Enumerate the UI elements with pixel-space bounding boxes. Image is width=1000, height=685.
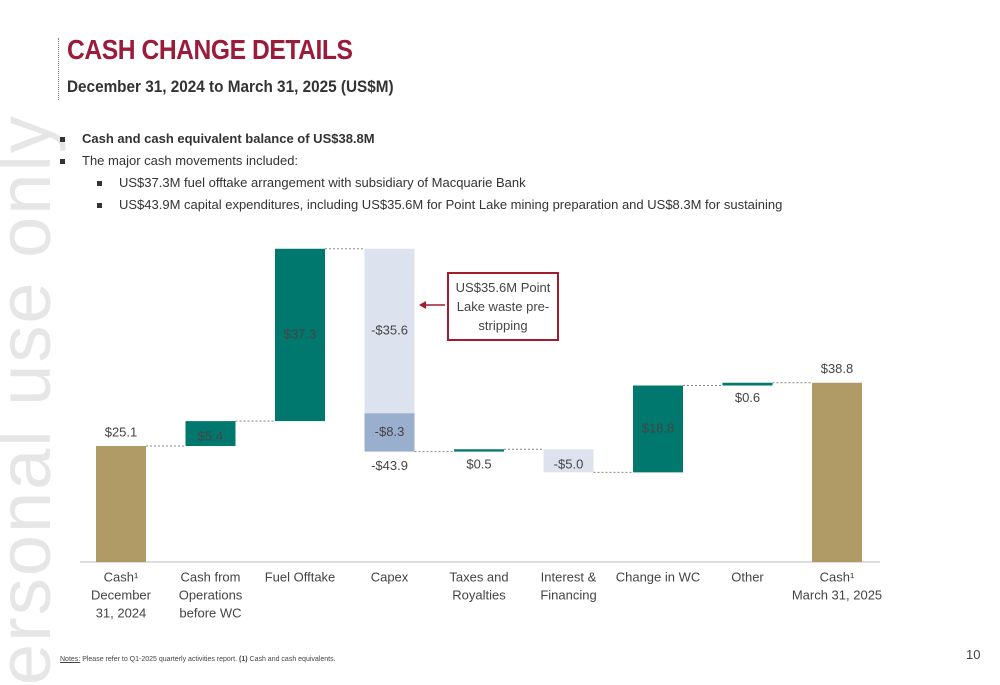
bar — [543, 449, 594, 473]
x-tick-label: before WC — [179, 605, 241, 620]
bullet-text: US$43.9M capital expenditures, including… — [119, 197, 783, 212]
x-tick-label: Fuel Offtake — [265, 569, 336, 584]
value-label: $18.8 — [642, 420, 675, 435]
x-tick-label: Financing — [540, 587, 596, 602]
value-label: $37.3 — [284, 326, 317, 341]
value-label: $5.4 — [198, 429, 223, 444]
title: CASH CHANGE DETAILS — [67, 34, 353, 65]
value-label: $0.5 — [466, 457, 491, 472]
page-number: 10 — [966, 647, 981, 662]
x-tick-label: Operations — [179, 587, 243, 602]
bar — [275, 248, 325, 422]
notes-label: Notes: — [60, 656, 81, 663]
bullet-marker — [97, 181, 102, 186]
x-tick-label: Cash from — [181, 569, 241, 584]
x-tick-label: Cash¹ — [820, 569, 855, 584]
bullet-marker — [60, 137, 65, 142]
x-tick-label: Royalties — [452, 587, 506, 602]
x-tick-label: Capex — [371, 569, 409, 584]
x-tick-label: Taxes and — [449, 569, 508, 584]
value-label: -$43.9 — [371, 458, 408, 473]
x-tick-label: December — [91, 587, 152, 602]
bullet-text: US$37.3M fuel offtake arrangement with s… — [119, 175, 526, 190]
notes-text: Please refer to Q1-2025 quarterly activi… — [82, 656, 238, 663]
bar — [633, 385, 683, 473]
x-tick-label: 31, 2024 — [96, 605, 147, 620]
notes: Notes: Please refer to Q1-2025 quarterly… — [60, 656, 336, 663]
value-label: -$5.0 — [554, 457, 584, 472]
x-tick-label: Other — [731, 569, 764, 584]
bar — [812, 382, 862, 562]
value-label: $38.8 — [821, 361, 854, 376]
x-tick-label: Change in WC — [616, 569, 701, 584]
bar — [96, 446, 146, 562]
callout-arrowhead — [419, 301, 426, 309]
value-label: $0.6 — [735, 390, 760, 405]
x-tick-label: March 31, 2025 — [792, 587, 882, 602]
bullet-text: Cash and cash equivalent balance of US$3… — [82, 131, 375, 146]
subtitle: December 31, 2024 to March 31, 2025 (US$… — [67, 77, 394, 96]
bar — [454, 449, 504, 452]
value-label: $25.1 — [105, 424, 138, 439]
bar — [185, 421, 236, 447]
bar-segment — [364, 413, 415, 452]
notes-ref-text: Cash and cash equivalents. — [249, 656, 336, 663]
bullet-marker — [97, 203, 102, 208]
bullet-text: The major cash movements included: — [82, 153, 299, 168]
title-rule — [58, 38, 59, 100]
bar — [722, 382, 773, 386]
x-tick-label: Interest & — [541, 569, 597, 584]
bar-segment — [364, 248, 415, 414]
value-label: -$35.6 — [371, 322, 408, 337]
value-label: -$8.3 — [375, 424, 405, 439]
x-tick-label: Cash¹ — [104, 569, 139, 584]
notes-ref: (1) — [239, 656, 248, 663]
bullet-marker — [60, 159, 65, 164]
callout: US$35.6M Point Lake waste pre-stripping — [447, 272, 559, 341]
